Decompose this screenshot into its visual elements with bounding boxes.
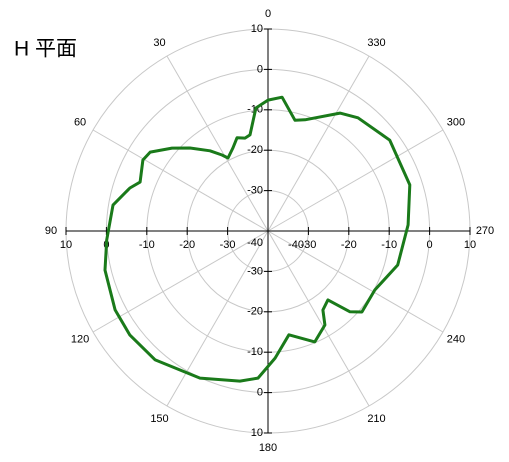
radial-label: -40 (247, 237, 263, 249)
radial-label: 10 (60, 239, 72, 251)
radial-label: -30 (247, 265, 263, 277)
angle-label: 300 (447, 116, 465, 128)
radial-label: 0 (257, 63, 263, 75)
grid-spoke (267, 129, 444, 232)
radial-label: -20 (341, 239, 357, 251)
angle-label: 210 (367, 413, 385, 425)
radial-label: -40 (288, 239, 304, 251)
radial-label: -10 (139, 239, 155, 251)
grid-spoke (166, 230, 269, 407)
grid-spoke (92, 129, 269, 232)
angle-label: 90 (45, 225, 57, 237)
radial-label: -30 (247, 185, 263, 197)
grid-spoke (267, 55, 370, 232)
angle-label: 30 (153, 37, 165, 49)
angle-label: 180 (259, 442, 277, 454)
chart-title: H 平面 (14, 38, 77, 61)
radial-label: -10 (247, 346, 263, 358)
radial-label: 10 (251, 427, 263, 439)
pattern-line (103, 95, 412, 383)
angle-label: 270 (476, 225, 494, 237)
angle-label: 0 (265, 8, 271, 20)
radial-label: -30 (300, 239, 316, 251)
radial-label: 0 (257, 387, 263, 399)
radial-label: -30 (220, 239, 236, 251)
radial-label: -20 (247, 306, 263, 318)
radial-label: -20 (247, 144, 263, 156)
angle-label: 120 (71, 333, 89, 345)
radial-label: -10 (381, 239, 397, 251)
angle-label: 150 (150, 413, 168, 425)
grid-spoke (267, 230, 444, 333)
grid-spoke (267, 230, 370, 407)
angle-label: 240 (447, 333, 465, 345)
radial-label: 10 (464, 239, 476, 251)
radial-label: 10 (251, 23, 263, 35)
radial-label: -20 (179, 239, 195, 251)
radial-label: 0 (427, 239, 433, 251)
angle-label: 60 (74, 116, 86, 128)
grid-spoke (92, 230, 269, 333)
angle-label: 330 (367, 37, 385, 49)
grid-spoke (166, 55, 269, 232)
